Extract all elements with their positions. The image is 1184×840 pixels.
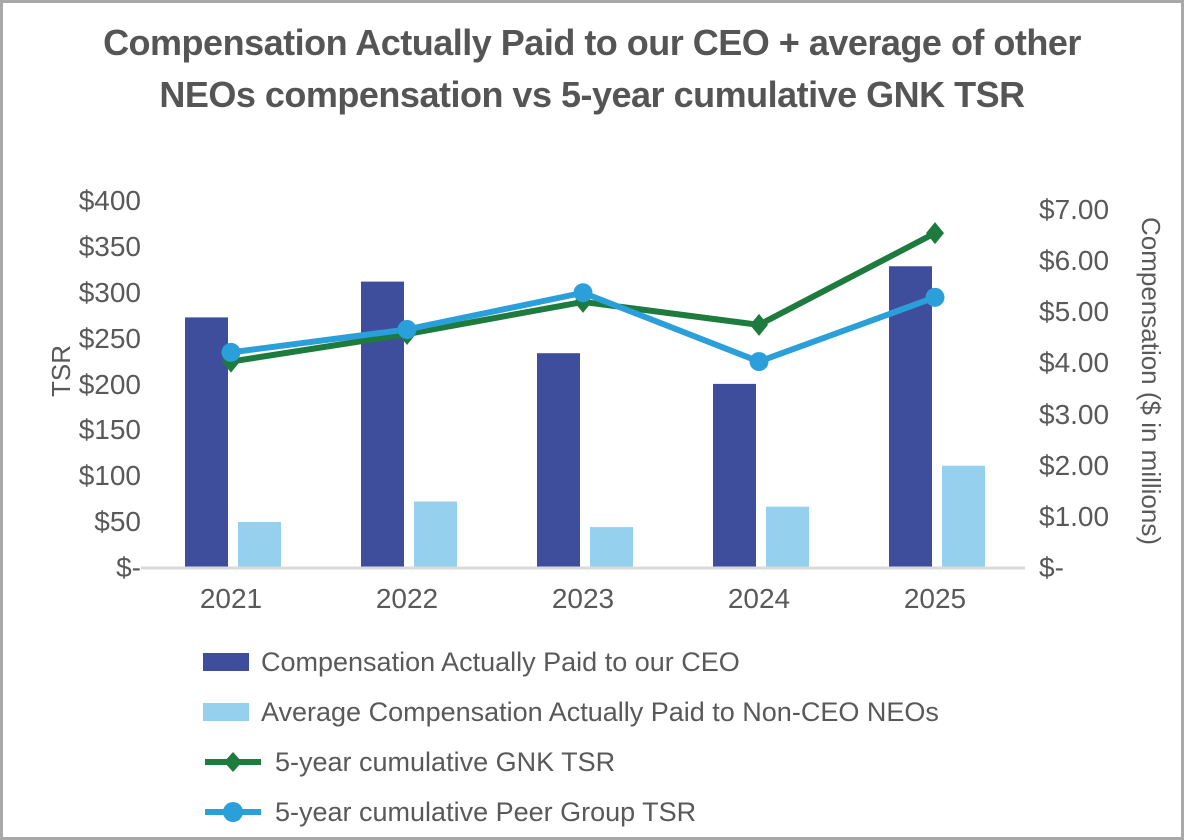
legend: Compensation Actually Paid to our CEO Ave… <box>203 637 939 837</box>
left-axis-title: TSR <box>46 345 76 397</box>
ceo-compensation-bar <box>361 281 404 568</box>
ceo-compensation-bar <box>889 266 932 568</box>
gnk-tsr-legend-marker <box>224 752 242 772</box>
right-axis-tick-label: $5.00 <box>1039 296 1110 328</box>
left-axis-tick-label: $- <box>116 552 141 583</box>
legend-label-peer-tsr: 5-year cumulative Peer Group TSR <box>275 796 697 827</box>
gnk-tsr-diamond-marker <box>926 222 944 245</box>
peer-tsr-legend-line-sample <box>205 802 261 822</box>
legend-item-neo-compensation: Average Compensation Actually Paid to No… <box>203 687 939 737</box>
neo-compensation-bar <box>766 506 809 568</box>
left-axis-tick-label: $100 <box>78 460 141 492</box>
left-axis-tick-label: $300 <box>78 276 141 308</box>
legend-item-ceo-compensation: Compensation Actually Paid to our CEO <box>203 637 939 687</box>
category-label: 2021 <box>199 583 263 614</box>
neo-compensation-bar <box>590 527 633 568</box>
category-label: 2025 <box>903 583 967 614</box>
left-axis-tick-label: $350 <box>78 230 141 262</box>
left-axis-tick-label: $50 <box>94 506 141 538</box>
plot-area <box>141 222 1025 570</box>
peer-tsr-circle-marker <box>397 319 417 339</box>
category-label: 2022 <box>375 583 439 614</box>
chart-title-line2: NEOs compensation vs 5-year cumulative G… <box>159 74 1025 115</box>
legend-label-neo-compensation: Average Compensation Actually Paid to No… <box>261 696 939 727</box>
gnk-tsr-legend-line-sample <box>205 752 261 772</box>
peer-tsr-circle-marker <box>749 352 769 372</box>
right-axis-title: Compensation ($ in millions) <box>1136 216 1166 546</box>
chart-title: Compensation Actually Paid to our CEO + … <box>3 17 1181 121</box>
neo-compensation-legend-swatch <box>203 703 249 721</box>
ceo-compensation-bar <box>537 353 580 568</box>
ceo-compensation-bar <box>713 383 756 568</box>
ceo-compensation-bar <box>185 317 228 568</box>
right-axis-tick-label: $- <box>1039 552 1064 583</box>
legend-item-gnk-tsr: 5-year cumulative GNK TSR <box>203 737 939 787</box>
legend-label-gnk-tsr: 5-year cumulative GNK TSR <box>275 746 616 777</box>
right-axis-tick-label: $6.00 <box>1039 245 1110 277</box>
gnk-tsr-diamond-marker <box>750 313 768 336</box>
category-label: 2023 <box>551 583 615 614</box>
right-axis-tick-label: $3.00 <box>1039 398 1110 430</box>
right-axis-tick-label: $1.00 <box>1039 500 1110 532</box>
left-axis-tick-label: $250 <box>78 322 141 354</box>
neo-compensation-bar <box>238 521 281 568</box>
neo-compensation-bar <box>414 501 457 568</box>
left-axis-tick-label: $400 <box>78 185 141 216</box>
right-axis-tick-label: $4.00 <box>1039 347 1110 379</box>
peer-tsr-circle-marker <box>925 287 945 307</box>
legend-item-peer-tsr: 5-year cumulative Peer Group TSR <box>203 787 939 837</box>
right-axis-tick-label: $2.00 <box>1039 449 1110 481</box>
peer-tsr-circle-marker <box>221 342 241 362</box>
left-axis-tick-label: $150 <box>78 414 141 446</box>
peer-tsr-legend-marker <box>223 802 243 822</box>
left-axis-tick-label: $200 <box>78 368 141 400</box>
legend-label-ceo-compensation: Compensation Actually Paid to our CEO <box>261 646 740 677</box>
category-label: 2024 <box>727 583 791 614</box>
neo-compensation-bar <box>942 465 985 568</box>
peer-tsr-circle-marker <box>573 283 593 303</box>
right-axis-tick-label: $7.00 <box>1039 194 1110 225</box>
ceo-compensation-legend-swatch <box>203 653 249 671</box>
chart-title-line1: Compensation Actually Paid to our CEO + … <box>103 22 1081 63</box>
